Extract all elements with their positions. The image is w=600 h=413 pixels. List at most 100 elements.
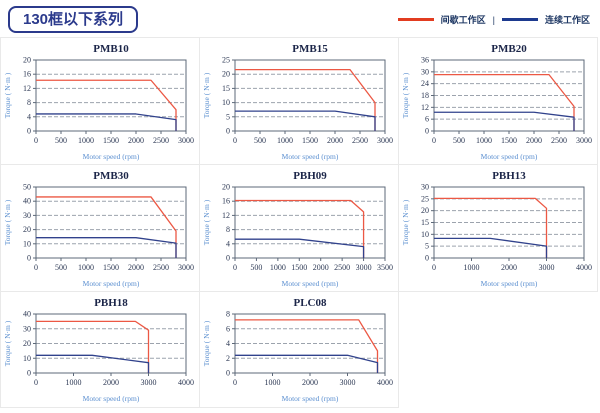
svg-text:4000: 4000 [178, 378, 194, 387]
svg-text:500: 500 [55, 136, 67, 145]
svg-text:0: 0 [27, 127, 31, 136]
svg-text:Motor speed (rpm): Motor speed (rpm) [282, 152, 339, 161]
chart-cell-pbh18: PBH18 0 10 20 30 40 0 1000 2000 3000 4000 Torque ( … [1, 292, 200, 408]
svg-text:Motor speed (rpm): Motor speed (rpm) [481, 279, 538, 288]
svg-text:1000: 1000 [78, 136, 94, 145]
chart-cell-pmb10: PMB10 0 4 8 12 16 20 0 500 1000 1500 2000 2500 3000 To… [1, 38, 200, 165]
svg-text:1000: 1000 [277, 136, 293, 145]
svg-text:15: 15 [222, 84, 230, 93]
svg-text:0: 0 [233, 263, 237, 272]
svg-text:12: 12 [23, 84, 31, 93]
svg-text:1500: 1500 [103, 136, 119, 145]
svg-text:16: 16 [222, 197, 230, 206]
svg-text:Torque ( N·m ): Torque ( N·m ) [3, 199, 12, 245]
svg-text:2000: 2000 [327, 136, 343, 145]
svg-text:3000: 3000 [377, 136, 393, 145]
charts-grid: PMB10 0 4 8 12 16 20 0 500 1000 1500 2000 2500 3000 To… [0, 37, 598, 408]
svg-text:1500: 1500 [501, 136, 517, 145]
svg-text:10: 10 [23, 354, 31, 363]
intermittent-line-swatch [397, 18, 434, 21]
empty-cell [399, 292, 598, 408]
svg-text:2000: 2000 [302, 378, 318, 387]
svg-text:1000: 1000 [66, 378, 82, 387]
svg-text:4: 4 [226, 239, 230, 248]
svg-text:3000: 3000 [141, 378, 157, 387]
svg-text:1000: 1000 [270, 263, 286, 272]
svg-text:Torque ( N·m ): Torque ( N·m ) [202, 199, 211, 245]
chart-cell-pmb20: PMB20 0 6 12 18 24 30 36 0 500 1000 1500 2000 2500 300… [399, 38, 598, 165]
svg-text:4000: 4000 [576, 263, 592, 272]
svg-text:Torque ( N·m ): Torque ( N·m ) [202, 320, 211, 366]
svg-text:Motor speed (rpm): Motor speed (rpm) [83, 152, 140, 161]
chart-cell-pmb15: PMB15 0 5 10 15 20 25 0 500 1000 1500 2000 2500 3000 T… [200, 38, 399, 165]
svg-text:4000: 4000 [377, 378, 393, 387]
svg-text:16: 16 [23, 70, 31, 79]
chart-cell-plc08: PLC08 0 2 4 6 8 0 1000 2000 3000 4000 Torque ( N·m … [200, 292, 399, 408]
svg-text:Torque ( N·m ): Torque ( N·m ) [202, 72, 211, 118]
svg-text:PMB10: PMB10 [93, 43, 129, 55]
svg-text:2500: 2500 [352, 136, 368, 145]
svg-text:3000: 3000 [178, 136, 194, 145]
svg-text:Torque ( N·m ): Torque ( N·m ) [401, 199, 410, 245]
svg-text:5: 5 [226, 112, 230, 121]
legend-label-intermittent: 间歇工作区 [440, 15, 486, 25]
svg-text:8: 8 [226, 310, 230, 319]
svg-text:0: 0 [233, 136, 237, 145]
chart-plc08: PLC08 0 2 4 6 8 0 1000 2000 3000 4000 Torque ( N·m … [202, 297, 393, 403]
svg-text:30: 30 [421, 67, 429, 76]
svg-text:8: 8 [226, 225, 230, 234]
chart-pmb20: PMB20 0 6 12 18 24 30 36 0 500 1000 1500 2000 2500 300… [401, 43, 592, 161]
svg-text:0: 0 [226, 369, 230, 378]
svg-text:20: 20 [222, 183, 230, 192]
svg-text:1500: 1500 [291, 263, 307, 272]
svg-text:1000: 1000 [78, 263, 94, 272]
svg-text:PMB30: PMB30 [93, 170, 129, 182]
svg-text:25: 25 [421, 194, 429, 203]
svg-text:Motor speed (rpm): Motor speed (rpm) [282, 279, 339, 288]
svg-text:2000: 2000 [128, 136, 144, 145]
chart-pbh18: PBH18 0 10 20 30 40 0 1000 2000 3000 4000 Torque ( … [3, 297, 194, 403]
svg-text:24: 24 [421, 79, 429, 88]
svg-text:2500: 2500 [334, 263, 350, 272]
header: 130框以下系列 间歇工作区 | 连续工作区 [0, 0, 600, 37]
svg-text:0: 0 [233, 378, 237, 387]
svg-text:500: 500 [453, 136, 465, 145]
svg-text:30: 30 [23, 211, 31, 220]
svg-text:Torque ( N·m ): Torque ( N·m ) [3, 72, 12, 118]
svg-text:2000: 2000 [128, 263, 144, 272]
svg-text:0: 0 [226, 254, 230, 263]
svg-text:4: 4 [226, 339, 230, 348]
svg-text:20: 20 [23, 56, 31, 65]
svg-text:18: 18 [421, 91, 429, 100]
svg-text:20: 20 [421, 206, 429, 215]
svg-text:500: 500 [55, 263, 67, 272]
svg-text:3000: 3000 [576, 136, 592, 145]
svg-text:0: 0 [425, 127, 429, 136]
svg-text:PBH13: PBH13 [492, 170, 526, 182]
svg-text:6: 6 [425, 115, 429, 124]
svg-text:50: 50 [23, 183, 31, 192]
svg-text:1500: 1500 [302, 136, 318, 145]
chart-cell-pbh13: PBH13 0 5 10 15 20 25 30 0 1000 2000 3000 4000 Torque… [399, 165, 598, 292]
svg-text:0: 0 [432, 136, 436, 145]
svg-text:0: 0 [226, 127, 230, 136]
svg-text:PLC08: PLC08 [294, 297, 328, 309]
chart-pmb15: PMB15 0 5 10 15 20 25 0 500 1000 1500 2000 2500 3000 T… [202, 43, 393, 161]
svg-text:12: 12 [222, 211, 230, 220]
chart-pbh13: PBH13 0 5 10 15 20 25 30 0 1000 2000 3000 4000 Torque… [401, 170, 592, 288]
svg-text:Motor speed (rpm): Motor speed (rpm) [481, 152, 538, 161]
svg-text:10: 10 [23, 239, 31, 248]
svg-text:Torque ( N·m ): Torque ( N·m ) [3, 320, 12, 366]
svg-text:2000: 2000 [313, 263, 329, 272]
chart-pmb10: PMB10 0 4 8 12 16 20 0 500 1000 1500 2000 2500 3000 To… [3, 43, 194, 161]
svg-text:1000: 1000 [476, 136, 492, 145]
svg-text:Motor speed (rpm): Motor speed (rpm) [282, 394, 339, 403]
svg-text:PMB20: PMB20 [491, 43, 527, 55]
svg-text:2000: 2000 [103, 378, 119, 387]
svg-text:0: 0 [34, 263, 38, 272]
svg-text:25: 25 [222, 56, 230, 65]
svg-text:10: 10 [222, 98, 230, 107]
svg-text:Motor speed (rpm): Motor speed (rpm) [83, 279, 140, 288]
page-title: 130框以下系列 [8, 6, 139, 33]
